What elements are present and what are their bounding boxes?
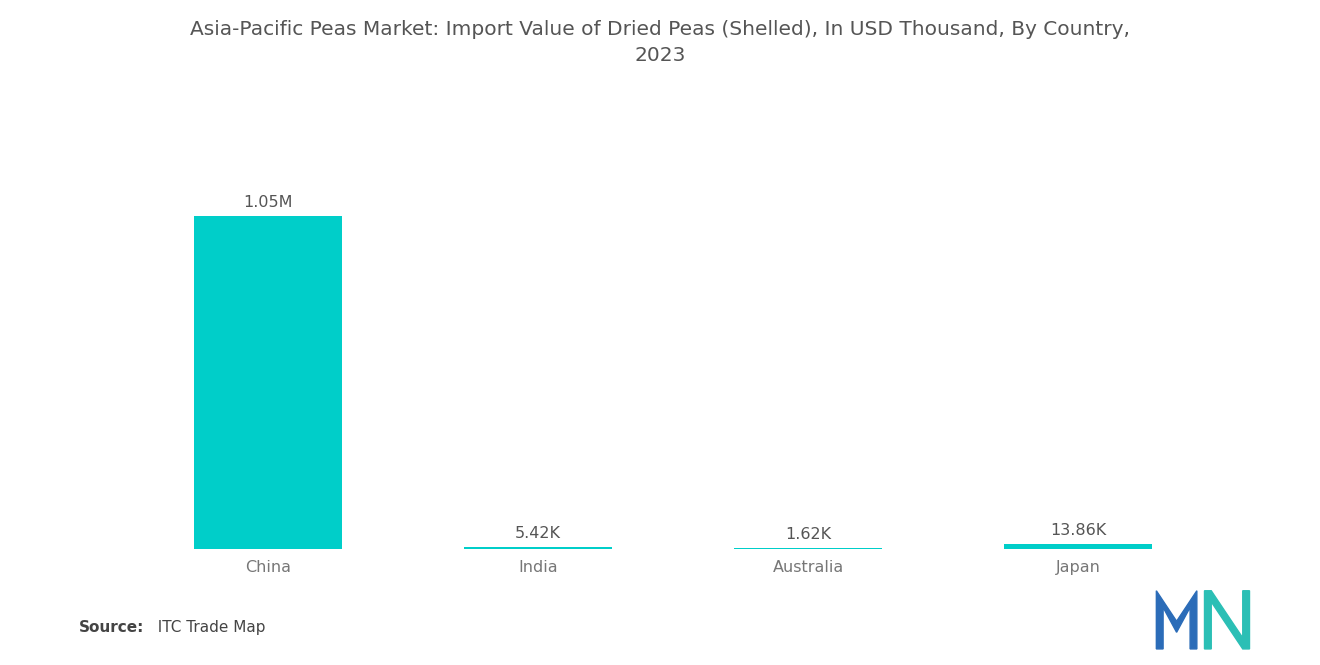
Text: Asia-Pacific Peas Market: Import Value of Dried Peas (Shelled), In USD Thousand,: Asia-Pacific Peas Market: Import Value o… xyxy=(190,20,1130,65)
Text: 13.86K: 13.86K xyxy=(1051,523,1106,538)
Bar xyxy=(463,547,612,549)
Bar xyxy=(1005,544,1152,549)
Polygon shape xyxy=(1204,591,1250,649)
Text: Source:: Source: xyxy=(79,620,145,635)
Polygon shape xyxy=(1156,591,1197,649)
Text: 5.42K: 5.42K xyxy=(515,525,561,541)
Text: 1.05M: 1.05M xyxy=(243,195,293,210)
Bar xyxy=(194,216,342,549)
Text: 1.62K: 1.62K xyxy=(785,527,832,542)
Text: ITC Trade Map: ITC Trade Map xyxy=(148,620,265,635)
